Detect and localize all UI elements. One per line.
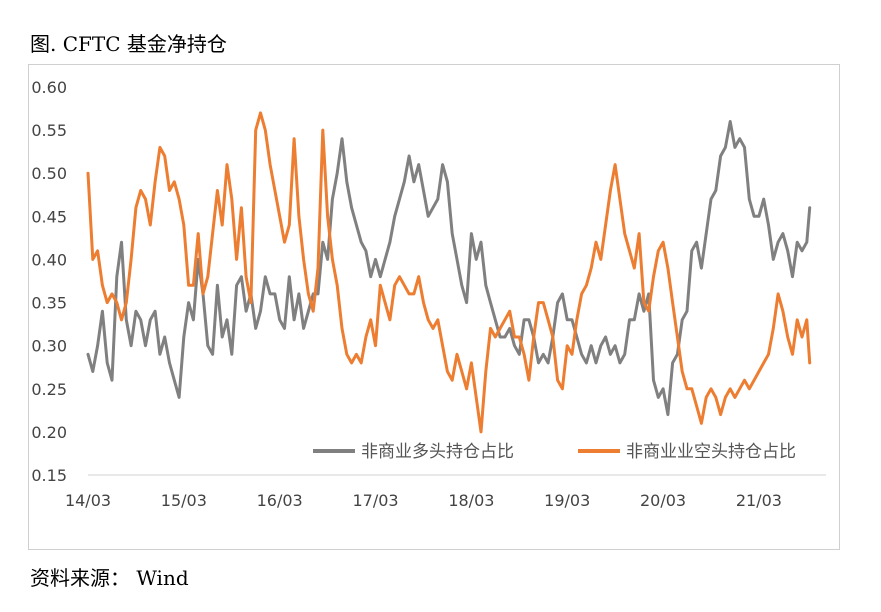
legend-label: 非商业业空头持仓占比 bbox=[626, 442, 796, 462]
figure-title: 图. CFTC 基金净持仓 bbox=[30, 32, 227, 56]
chart-frame bbox=[28, 64, 840, 550]
y-tick-label: 0.15 bbox=[31, 466, 67, 485]
series-line-short bbox=[86, 111, 812, 434]
y-tick-label: 0.30 bbox=[31, 337, 67, 356]
x-tick-label: 21/03 bbox=[736, 491, 782, 510]
y-tick-label: 0.55 bbox=[31, 121, 67, 140]
x-tick-label: 16/03 bbox=[257, 491, 303, 510]
y-axis: 0.60 0.55 0.50 0.45 0.40 0.35 0.30 0.25 0.20 0.15 bbox=[31, 78, 67, 485]
source-note: 资料来源： Wind bbox=[30, 566, 189, 590]
legend: 非商业多头持仓占比 非商业业空头持仓占比 bbox=[313, 442, 796, 462]
x-tick-label: 17/03 bbox=[352, 491, 398, 510]
y-tick-label: 0.50 bbox=[31, 164, 67, 183]
x-tick-label: 19/03 bbox=[544, 491, 590, 510]
legend-label: 非商业多头持仓占比 bbox=[361, 442, 514, 462]
x-tick-label: 14/03 bbox=[65, 491, 111, 510]
y-tick-label: 0.20 bbox=[31, 423, 67, 442]
x-axis: 14/03 15/03 16/03 17/03 18/03 19/03 20/03 21/03 bbox=[65, 491, 782, 510]
y-tick-label: 0.35 bbox=[31, 294, 67, 313]
series-line-long bbox=[86, 120, 812, 417]
x-tick-label: 15/03 bbox=[161, 491, 207, 510]
x-tick-label: 18/03 bbox=[448, 491, 494, 510]
series-lines bbox=[86, 111, 812, 434]
y-tick-label: 0.25 bbox=[31, 380, 67, 399]
x-tick-label: 20/03 bbox=[640, 491, 686, 510]
y-tick-label: 0.45 bbox=[31, 207, 67, 226]
y-tick-label: 0.40 bbox=[31, 250, 67, 269]
y-tick-label: 0.60 bbox=[31, 78, 67, 97]
